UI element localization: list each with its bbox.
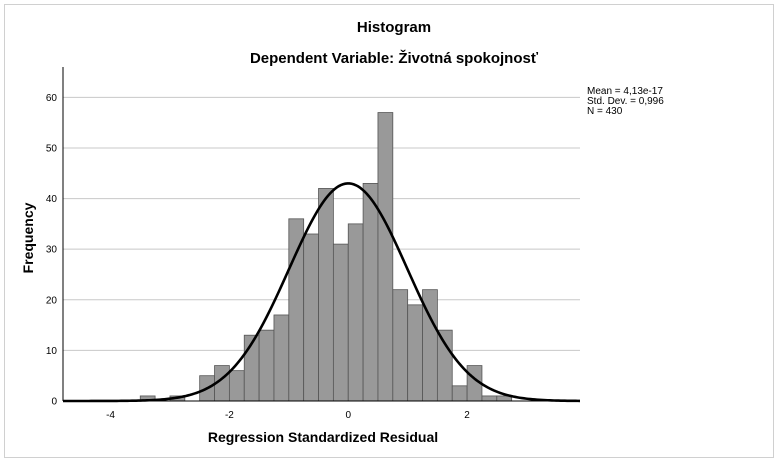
histogram-bar bbox=[362, 182, 379, 402]
histogram-bar bbox=[436, 329, 453, 402]
y-tick-label: 40 bbox=[46, 194, 58, 205]
y-tick-label: 30 bbox=[46, 245, 58, 256]
x-tick-label: 2 bbox=[464, 410, 470, 421]
y-tick-label: 20 bbox=[46, 295, 58, 306]
y-tick-label: 60 bbox=[46, 93, 58, 104]
chart-subtitle: Dependent Variable: Životná spokojnosť bbox=[250, 49, 539, 67]
histogram-bar bbox=[347, 223, 364, 402]
y-tick-label: 10 bbox=[46, 346, 58, 357]
histogram-chart: Histogram Dependent Variable: Životná sp… bbox=[20, 19, 664, 445]
stat-n: N = 430 bbox=[587, 106, 623, 117]
x-axis-title: Regression Standardized Residual bbox=[208, 429, 438, 445]
stats-box: Mean = 4,13e-17 Std. Dev. = 0,996 N = 43… bbox=[587, 86, 664, 117]
histogram-bar bbox=[303, 233, 319, 402]
chart-frame: Histogram Dependent Variable: Životná sp… bbox=[4, 4, 774, 458]
histogram-bar bbox=[228, 370, 245, 402]
histogram-bars bbox=[139, 112, 513, 402]
y-tick-label: 0 bbox=[51, 397, 57, 408]
axes bbox=[62, 67, 580, 402]
normal-curve bbox=[63, 182, 581, 403]
histogram-bar bbox=[332, 243, 349, 402]
y-tick-label: 50 bbox=[46, 143, 58, 154]
normal-curve-layer bbox=[63, 182, 581, 403]
histogram-bar bbox=[288, 218, 305, 402]
stat-mean: Mean = 4,13e-17 bbox=[587, 86, 663, 97]
histogram-bar bbox=[318, 188, 334, 402]
histogram-bar bbox=[258, 329, 275, 402]
histogram-bar bbox=[481, 395, 498, 402]
x-tick-label: 0 bbox=[345, 410, 351, 421]
y-tick-labels: 0 10 20 30 40 50 60 bbox=[46, 93, 58, 408]
x-tick-labels: -4 -2 0 2 bbox=[106, 410, 470, 421]
y-axis-title: Frequency bbox=[20, 202, 36, 273]
x-tick-label: -4 bbox=[106, 410, 115, 421]
chart-title: Histogram bbox=[357, 19, 431, 36]
histogram-bar bbox=[377, 112, 394, 402]
x-tick-label: -2 bbox=[225, 410, 234, 421]
histogram-bar bbox=[273, 314, 290, 402]
histogram-bar bbox=[392, 289, 409, 402]
histogram-bar bbox=[451, 385, 468, 402]
stat-std-dev: Std. Dev. = 0,996 bbox=[587, 96, 664, 107]
histogram-bar bbox=[407, 304, 423, 402]
